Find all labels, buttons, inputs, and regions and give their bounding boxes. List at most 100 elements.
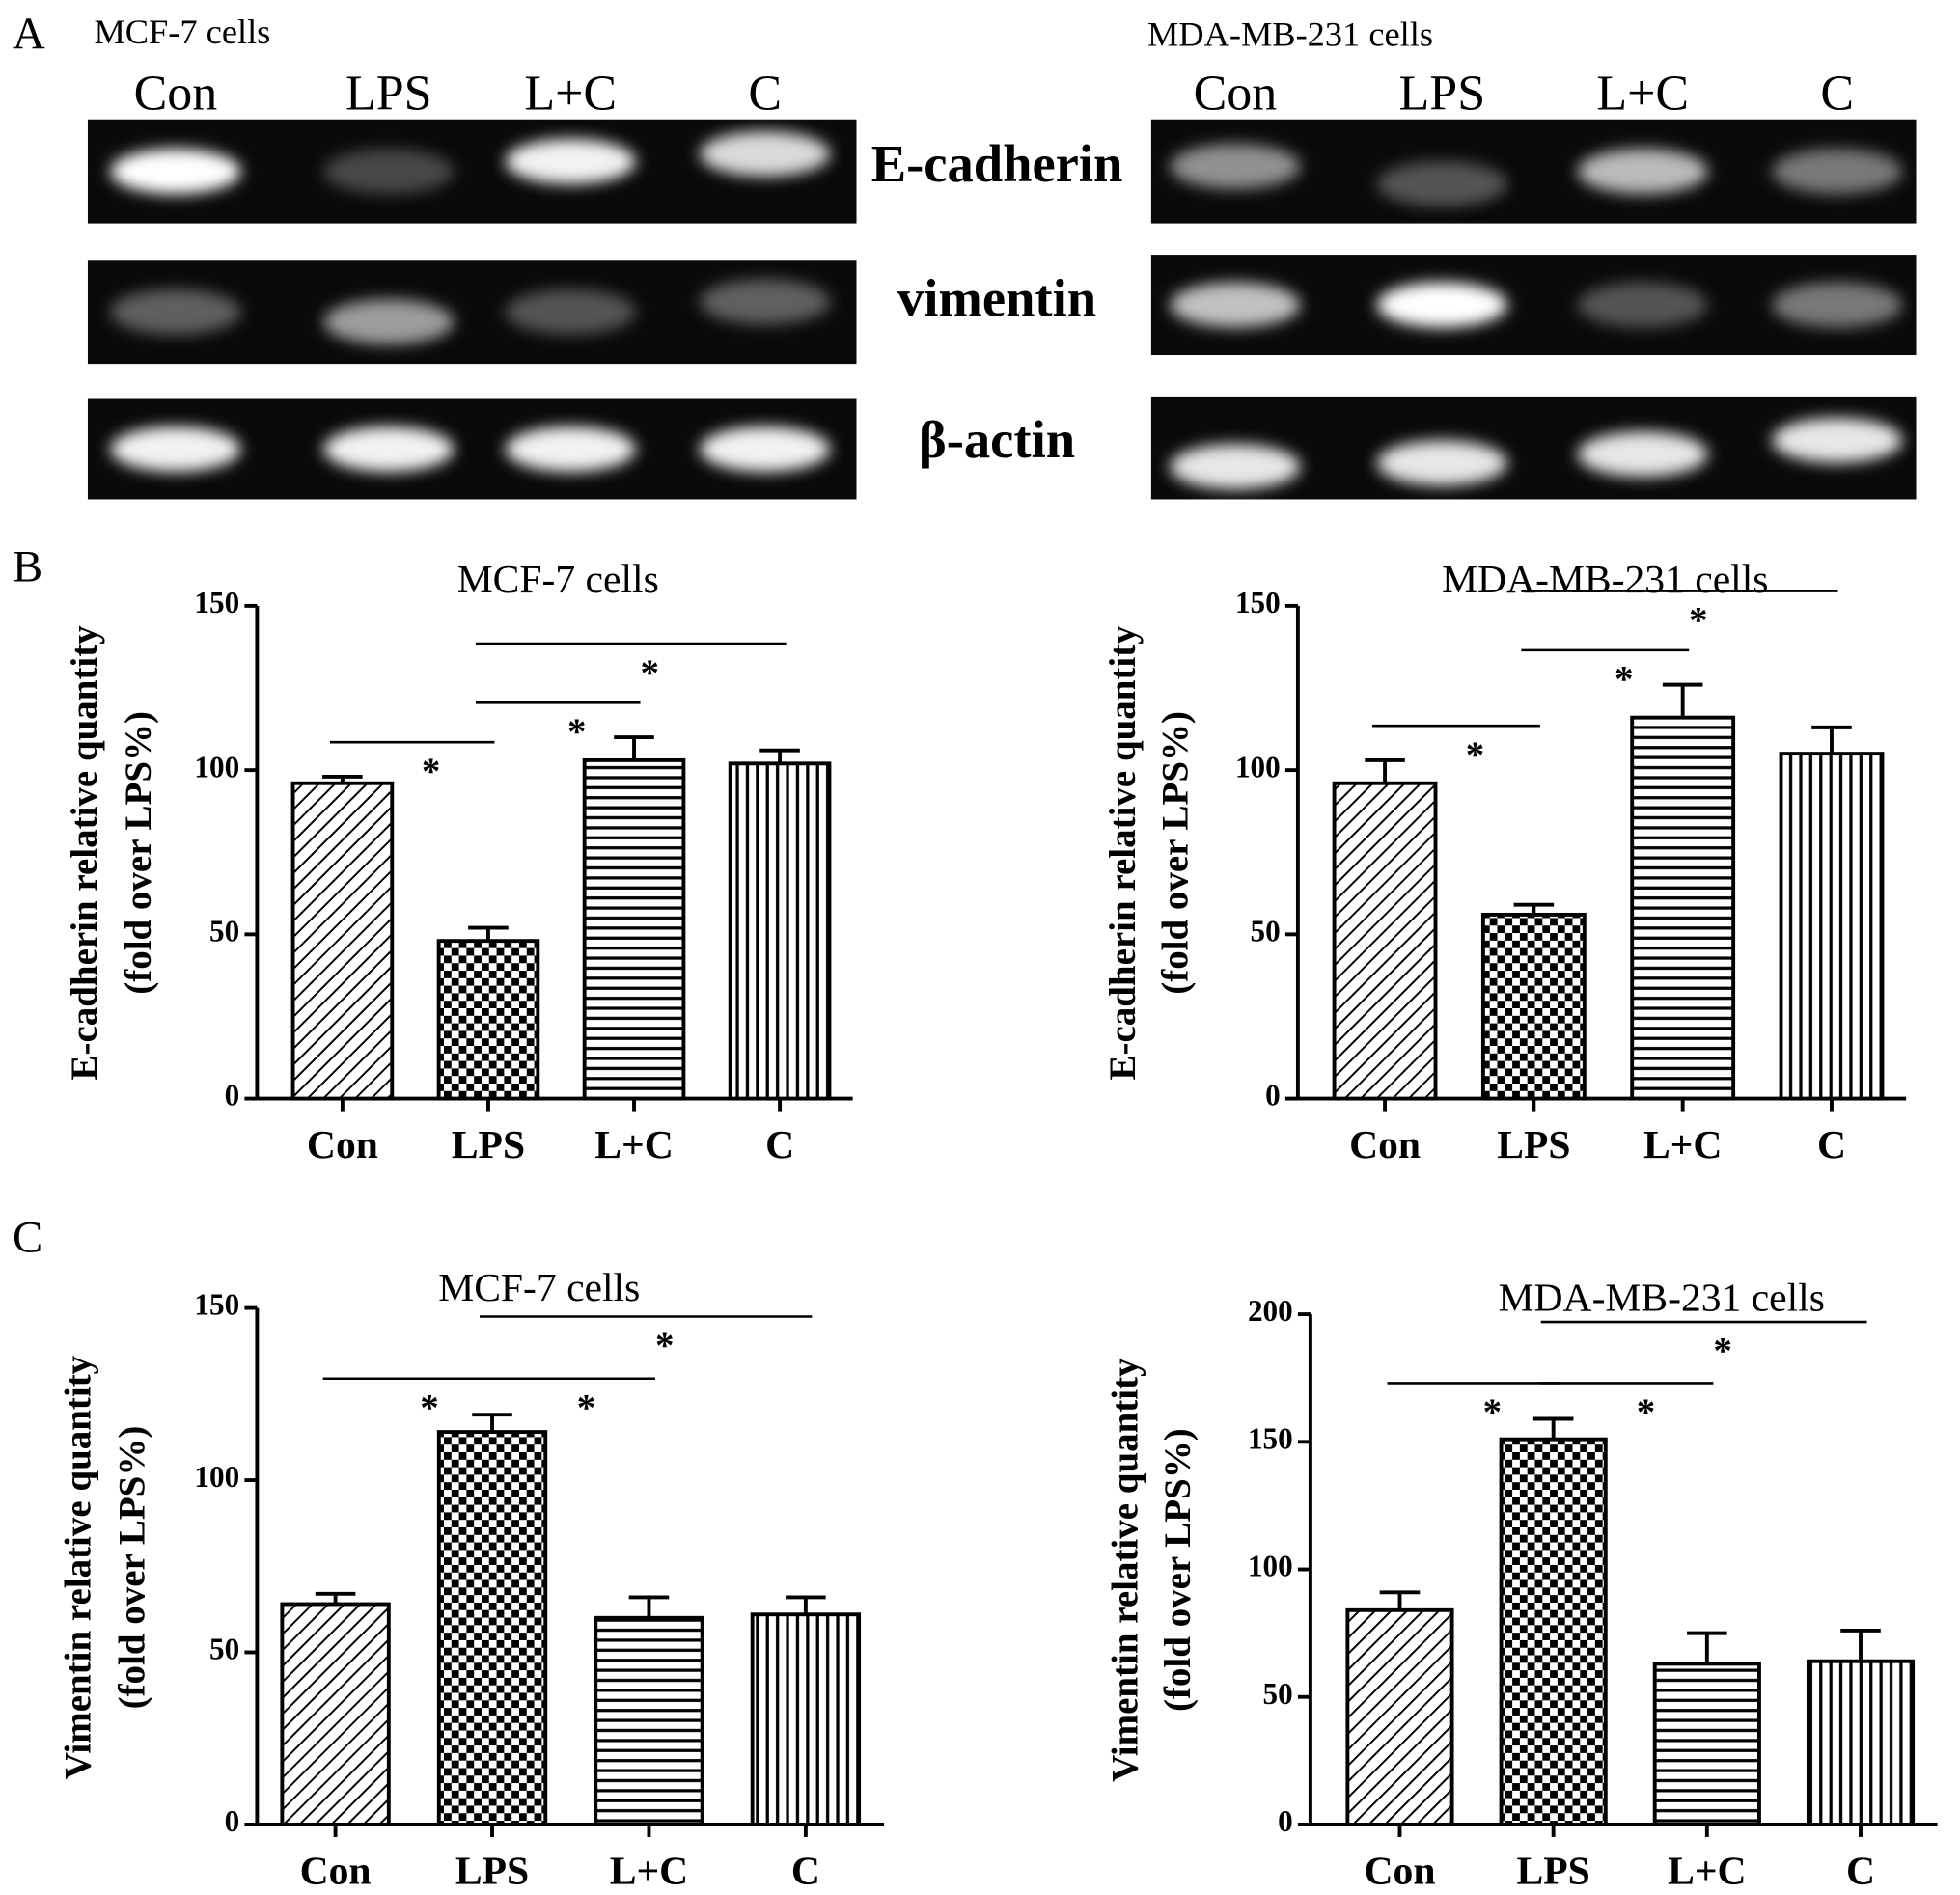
significance-label: *	[1483, 1391, 1502, 1433]
band	[1577, 149, 1708, 195]
x-tick-label: LPS	[1517, 1848, 1590, 1892]
band	[323, 299, 455, 344]
bar	[1652, 1662, 1761, 1826]
lane-label: L+C	[524, 67, 617, 122]
bar	[1779, 752, 1885, 1101]
y-axis-label: (fold over LPS%)	[1154, 711, 1196, 995]
y-tick-label: 0	[1265, 1079, 1281, 1112]
band	[1577, 431, 1708, 478]
significance-label: *	[567, 711, 586, 753]
bar	[436, 1430, 548, 1826]
y-axis-label: (fold over LPS%)	[118, 711, 159, 995]
x-tick-label: LPS	[452, 1122, 525, 1167]
x-tick-label: LPS	[1497, 1122, 1570, 1167]
band	[700, 279, 831, 325]
x-tick-label: C	[791, 1848, 820, 1892]
bar	[1332, 781, 1438, 1101]
band	[1376, 440, 1507, 486]
y-axis-label: E-cadherin relative quantity	[64, 625, 105, 1081]
lane-label: LPS	[345, 67, 432, 122]
y-axis-label: (fold over LPS%)	[111, 1426, 152, 1710]
band	[323, 149, 455, 195]
x-tick-label: Con	[1349, 1122, 1421, 1167]
bar	[594, 1615, 704, 1826]
band	[700, 426, 831, 472]
bar	[1345, 1607, 1454, 1826]
x-tick-label: C	[765, 1122, 794, 1167]
x-tick-label: Con	[307, 1122, 378, 1167]
band	[1170, 144, 1301, 189]
lane-label: C	[748, 67, 782, 122]
lane-label: L+C	[1596, 67, 1689, 122]
significance-label: *	[655, 1325, 674, 1366]
blot-title: MCF-7 cells	[94, 13, 270, 51]
bar	[1499, 1437, 1608, 1826]
band	[1772, 282, 1903, 328]
band	[110, 149, 241, 195]
row-label: vimentin	[897, 268, 1096, 327]
bar	[280, 1602, 391, 1826]
band	[1170, 282, 1301, 328]
lane-label: LPS	[1399, 67, 1486, 122]
panel-label: B	[13, 541, 42, 591]
significance-label: *	[1466, 734, 1484, 776]
row-label: β-actin	[919, 410, 1075, 469]
y-tick-label: 200	[1248, 1294, 1293, 1328]
bar	[290, 781, 395, 1101]
band	[505, 426, 636, 472]
significance-label: *	[1615, 659, 1633, 700]
bar	[1630, 715, 1736, 1101]
y-tick-label: 50	[1251, 915, 1281, 948]
significance-label: *	[1713, 1331, 1731, 1372]
y-tick-label: 0	[1278, 1804, 1293, 1838]
band	[1772, 417, 1903, 463]
x-tick-label: C	[1846, 1848, 1875, 1892]
chart-title: MDA-MB-231 cells	[1442, 557, 1768, 601]
lane-label: C	[1820, 67, 1854, 122]
y-axis-label: (fold over LPS%)	[1157, 1428, 1199, 1712]
band	[1376, 161, 1507, 207]
x-tick-label: L+C	[1668, 1848, 1746, 1892]
chart-title: MCF-7 cells	[438, 1265, 640, 1309]
y-tick-label: 100	[1248, 1550, 1293, 1583]
y-tick-label: 150	[194, 586, 239, 619]
band	[505, 288, 636, 335]
chart-title: MCF-7 cells	[457, 557, 659, 601]
y-tick-label: 50	[1263, 1677, 1293, 1711]
x-tick-label: Con	[1365, 1848, 1436, 1892]
y-tick-label: 0	[225, 1079, 240, 1112]
x-tick-label: L+C	[1643, 1122, 1722, 1167]
significance-label: *	[420, 1387, 438, 1428]
band	[323, 426, 455, 472]
panel-label: A	[13, 9, 45, 59]
band	[505, 138, 636, 184]
band	[110, 426, 241, 472]
x-tick-label: Con	[300, 1848, 372, 1892]
bar	[436, 939, 540, 1101]
y-axis-label: Vimentin relative quantity	[57, 1355, 98, 1779]
y-tick-label: 150	[194, 1288, 239, 1322]
significance-label: *	[422, 751, 440, 792]
band	[1577, 282, 1708, 328]
band	[1170, 444, 1301, 490]
bar	[750, 1612, 862, 1826]
lane-label: Con	[1194, 67, 1278, 122]
significance-label: *	[1637, 1391, 1655, 1433]
y-axis-label: E-cadherin relative quantity	[1102, 625, 1144, 1081]
row-label: E-cadherin	[871, 134, 1123, 193]
bar	[728, 761, 832, 1101]
band	[700, 131, 831, 177]
band	[1772, 149, 1903, 195]
lane-label: Con	[134, 67, 218, 122]
bar	[1806, 1659, 1916, 1826]
bar	[582, 757, 686, 1101]
y-axis-label: Vimentin relative quantity	[1104, 1358, 1146, 1782]
x-tick-label: LPS	[455, 1848, 529, 1892]
y-tick-label: 100	[194, 1460, 239, 1494]
band	[110, 288, 241, 335]
y-tick-label: 150	[1248, 1421, 1293, 1455]
bar	[1480, 912, 1587, 1101]
chart-title: MDA-MB-231 cells	[1499, 1276, 1825, 1320]
y-tick-label: 100	[1235, 750, 1281, 783]
